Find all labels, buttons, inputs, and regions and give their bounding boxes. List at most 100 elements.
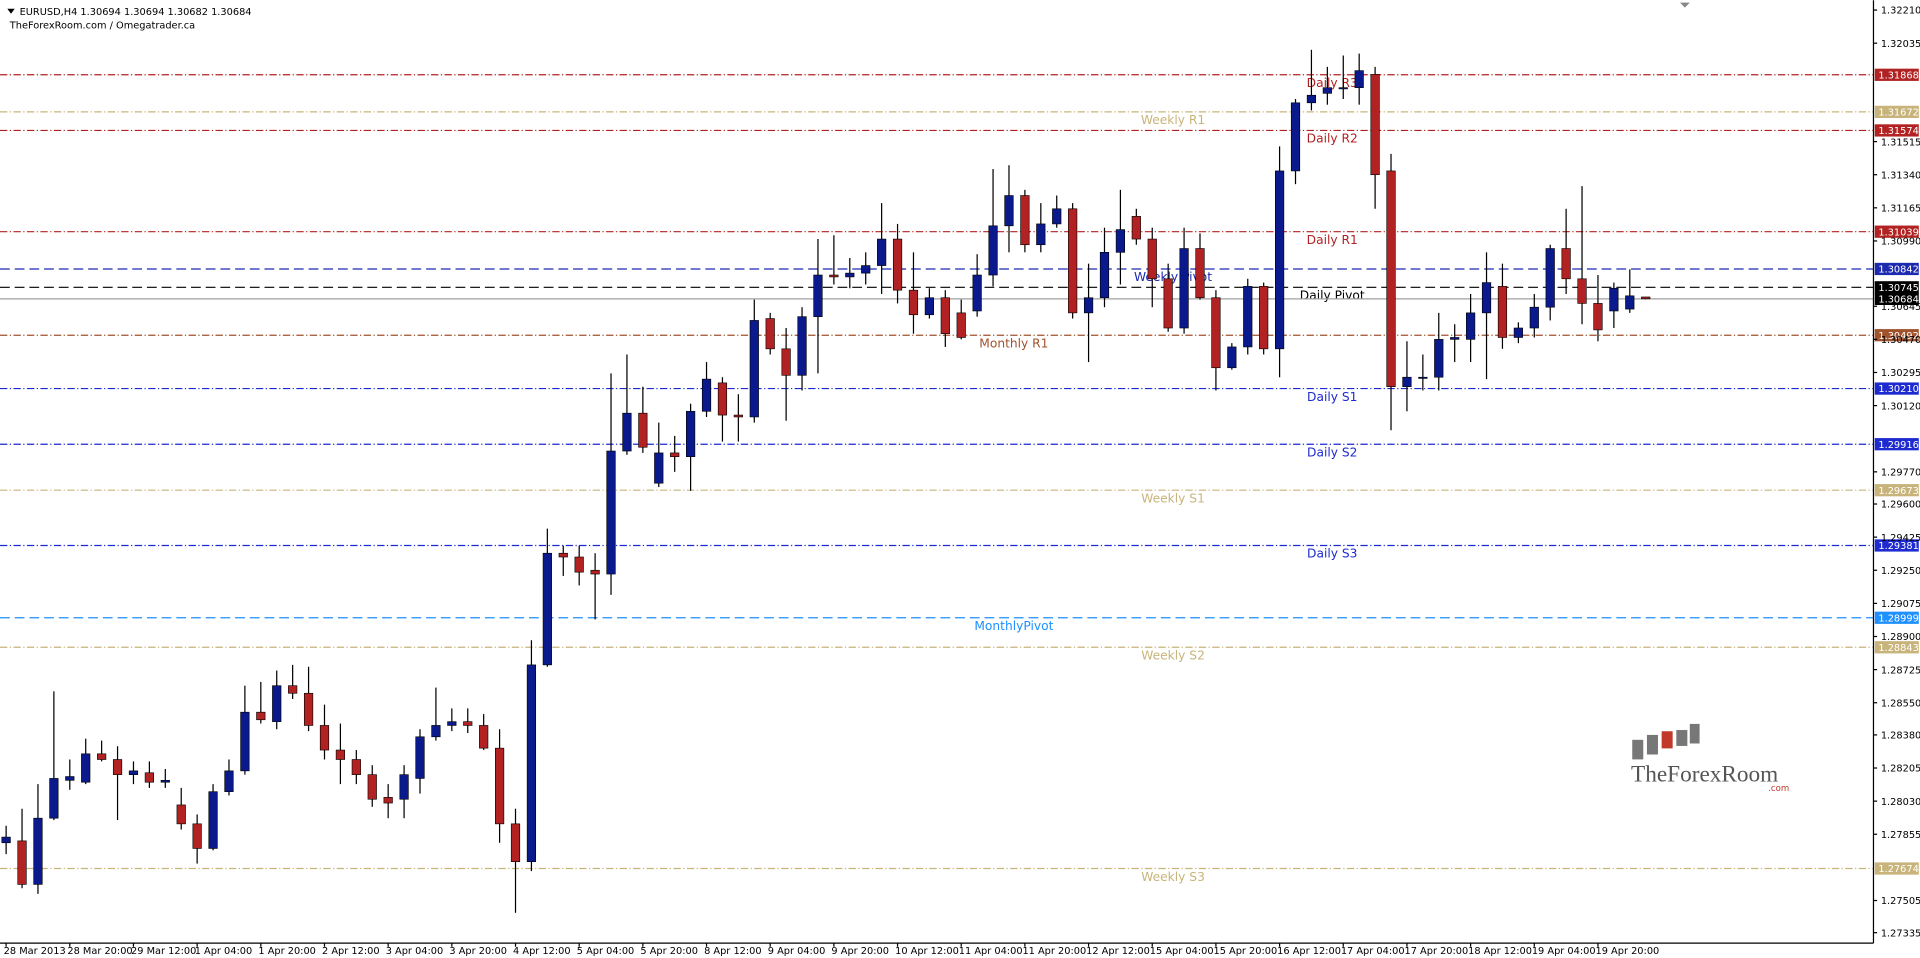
candle-body [924, 297, 934, 316]
y-tick-label: 1.28900 [1881, 632, 1920, 643]
candle-body [1020, 195, 1030, 246]
candle-body [1004, 195, 1014, 227]
price-box [1874, 262, 1919, 276]
x-tick-label: 19 Apr 20:00 [1596, 946, 1660, 957]
candle-body [272, 685, 282, 722]
candle-body [160, 780, 170, 783]
candle-body [176, 804, 186, 825]
x-tick-label: 17 Apr 04:00 [1341, 946, 1405, 957]
y-tick-label: 1.29425 [1881, 533, 1920, 544]
y-tick-label: 1.27335 [1881, 928, 1920, 939]
candle-body [861, 265, 871, 274]
candle-body [1131, 216, 1141, 240]
price-box [1874, 438, 1919, 451]
price-box [1874, 382, 1919, 395]
candle-body [717, 382, 728, 416]
candle-body [510, 823, 521, 863]
level-label: Daily R1 [1307, 233, 1358, 247]
candle-body [908, 289, 919, 316]
x-tick-label: 4 Apr 12:00 [513, 946, 571, 957]
level-label: Daily Pivot [1300, 289, 1365, 303]
level-label: Daily S1 [1307, 390, 1357, 404]
level-label: MonthlyPivot [974, 619, 1053, 633]
price-box-label: 1.30842 [1878, 265, 1918, 276]
candle-body [1052, 208, 1062, 225]
candle-body [192, 823, 202, 849]
candle-body [224, 770, 234, 792]
candle-body [622, 412, 632, 452]
candle-body [1211, 297, 1221, 369]
candle-body [1147, 238, 1157, 280]
candle-body [813, 274, 823, 317]
x-tick-label: 28 Mar 2013 [4, 946, 66, 957]
price-box-label: 1.30210 [1878, 384, 1918, 395]
candle-body [17, 840, 27, 885]
candle-body [351, 759, 361, 775]
x-tick-label: 5 Apr 04:00 [577, 946, 635, 957]
y-tick-label: 1.30990 [1881, 237, 1920, 248]
candle-body [1386, 170, 1396, 387]
candle-body [686, 410, 696, 458]
logo-bar [1632, 739, 1644, 760]
price-box [1874, 862, 1919, 875]
shift-marker [1680, 2, 1690, 8]
price-box [1874, 225, 1919, 238]
candle-body [112, 759, 123, 775]
y-tick-label: 1.29250 [1881, 566, 1920, 577]
candle-body [447, 721, 457, 726]
candle-body [1179, 248, 1189, 329]
candle-body [1115, 229, 1126, 253]
x-tick-label: 8 Apr 12:00 [704, 946, 762, 957]
x-tick-label: 19 Apr 04:00 [1532, 946, 1596, 957]
candle-body [463, 721, 473, 726]
y-tick-label: 1.27855 [1881, 830, 1920, 841]
y-tick-label: 1.29075 [1881, 599, 1920, 610]
candle-body [940, 297, 950, 334]
candle-body [1561, 248, 1571, 280]
y-tick-label: 1.31165 [1881, 204, 1920, 215]
candle-body [49, 778, 59, 819]
candle-body [256, 711, 266, 721]
price-box [1874, 539, 1919, 552]
candle-body [1593, 303, 1603, 331]
candle-body [367, 774, 377, 800]
candle-body [1195, 248, 1205, 299]
candle-body [208, 791, 218, 849]
x-tick-label: 11 Apr 04:00 [959, 946, 1023, 957]
x-tick-label: 15 Apr 04:00 [1150, 946, 1214, 957]
candle-body [1577, 278, 1587, 304]
y-tick-label: 1.30120 [1881, 401, 1920, 412]
x-tick-label: 16 Apr 12:00 [1277, 946, 1341, 957]
candle-body [1466, 312, 1476, 340]
y-tick-label: 1.28380 [1881, 731, 1920, 742]
candle-body [1243, 286, 1253, 348]
y-tick-label: 1.29770 [1881, 468, 1920, 479]
level-label: Daily S3 [1307, 547, 1357, 561]
candle-body [1418, 376, 1428, 379]
candle-body [1354, 70, 1364, 88]
candle-body [335, 749, 345, 760]
candle-body [606, 450, 616, 575]
candle-body [240, 711, 250, 772]
y-tick-label: 1.29600 [1881, 500, 1920, 511]
candle-body [733, 414, 743, 418]
price-box [1874, 105, 1919, 119]
candle-body [303, 692, 314, 726]
levels: Daily R3 1.31868 Weekly R1 1.31672 Daily R2 1… [0, 68, 1919, 884]
candle-body [542, 552, 552, 666]
level-label: Monthly R1 [979, 336, 1048, 350]
price-box-label: 1.31868 [1878, 70, 1918, 81]
menu-arrow [7, 8, 15, 14]
candle-body [1609, 287, 1619, 312]
y-tick-label: 1.30645 [1881, 302, 1920, 313]
logo: TheForexRoom .com [1631, 723, 1789, 794]
candle-body [1227, 346, 1237, 369]
x-tick-label: 11 Apr 20:00 [1022, 946, 1086, 957]
candle-body [765, 318, 775, 350]
price-box [1874, 292, 1919, 305]
candle-body [431, 725, 441, 738]
y-tick-label: 1.28205 [1881, 764, 1920, 775]
level-label: Weekly S1 [1141, 491, 1205, 505]
candle-body [81, 753, 91, 783]
price-box-label: 1.28999 [1878, 613, 1918, 624]
